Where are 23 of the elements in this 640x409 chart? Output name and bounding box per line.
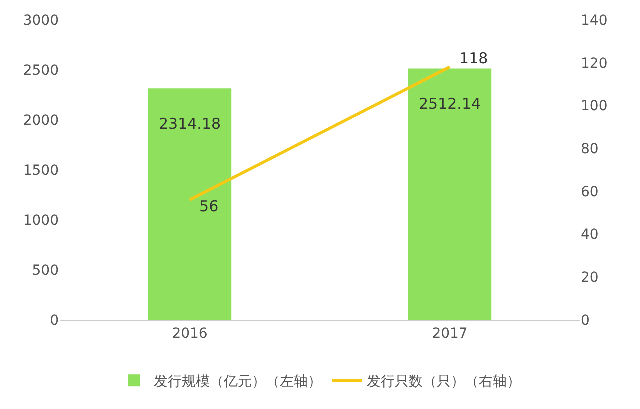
y-tick-label: 2500	[23, 62, 59, 79]
y2-tick-label: 100	[581, 98, 608, 115]
y2-tick-label: 0	[581, 312, 590, 329]
x-tick-label: 2017	[432, 326, 468, 342]
y2-tick-label: 120	[581, 56, 608, 72]
data-label: 56	[190, 197, 219, 216]
y-tick-label: 0	[50, 312, 59, 329]
y2-tick-label: 140	[581, 12, 608, 29]
y-tick-label: 500	[32, 262, 59, 279]
data-label: 2512.14	[419, 95, 482, 113]
legend-label: 发行规模（亿元）（左轴）	[154, 374, 322, 390]
y2-tick-label: 40	[581, 227, 599, 244]
y-tick-label: 1000	[23, 212, 59, 229]
y2-tick-label: 20	[581, 270, 599, 286]
x-tick-label: 2016	[172, 326, 208, 342]
legend-label: 发行只数（只）（右轴）	[367, 374, 521, 390]
data-label: 118	[450, 49, 488, 68]
y-tick-label: 2000	[23, 112, 59, 129]
data-label: 2314.18	[159, 115, 222, 133]
y-tick-label: 1500	[23, 162, 59, 179]
y2-tick-label: 60	[581, 184, 599, 200]
y2-tick-label: 80	[581, 141, 599, 158]
y-tick-label: 3000	[23, 12, 59, 29]
